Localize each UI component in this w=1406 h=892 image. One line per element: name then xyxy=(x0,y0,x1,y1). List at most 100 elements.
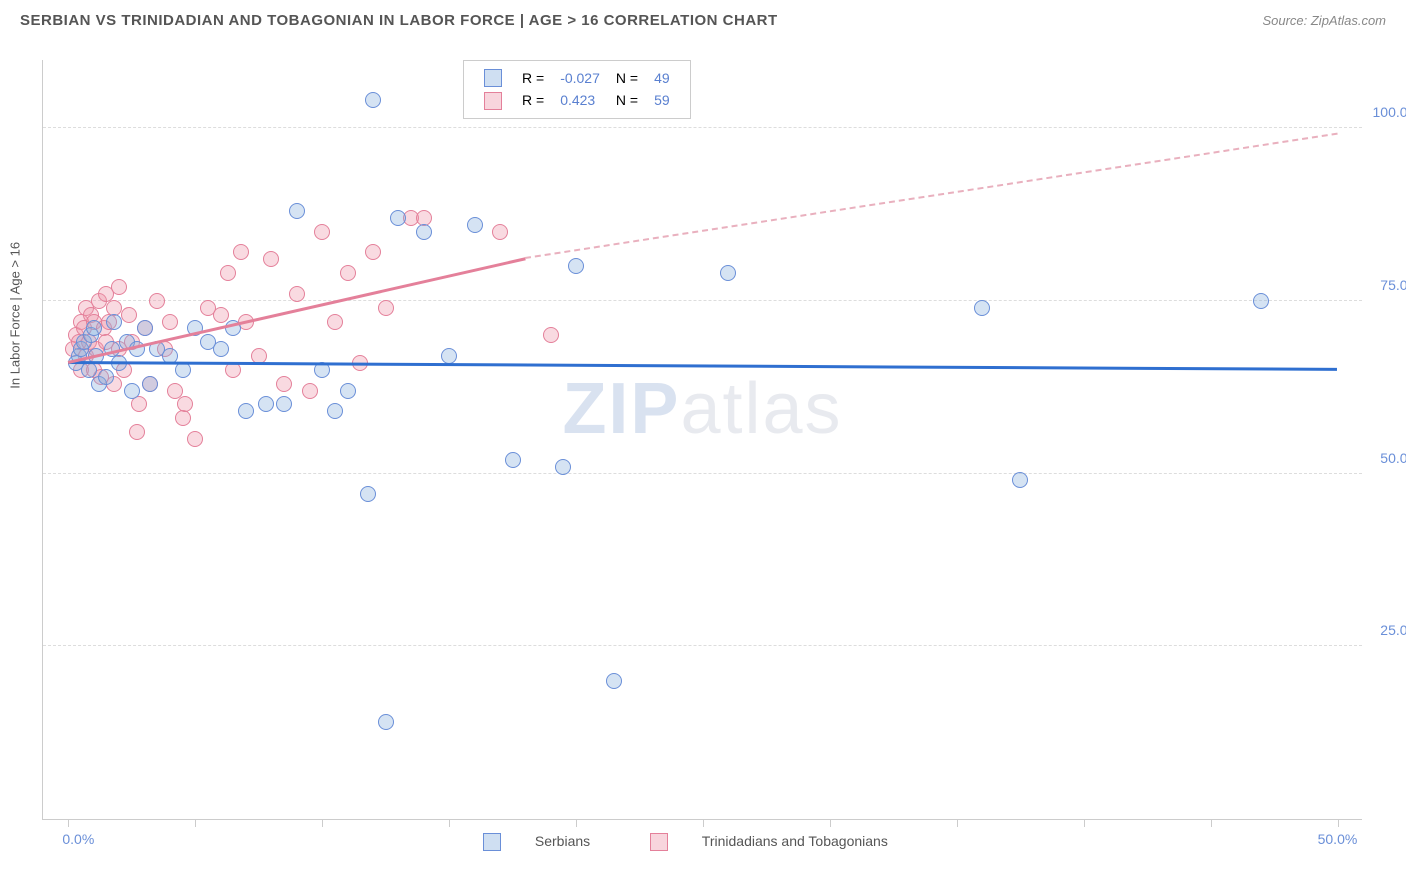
chart-title: SERBIAN VS TRINIDADIAN AND TOBAGONIAN IN… xyxy=(20,12,778,29)
n-value: 49 xyxy=(646,67,678,89)
data-point xyxy=(142,376,158,392)
data-point xyxy=(441,348,457,364)
y-tick-label: 75.0% xyxy=(1380,277,1406,293)
series-legend: Serbians Trinidadians and Tobagonians xyxy=(483,833,948,851)
legend-item: Serbians xyxy=(483,833,620,849)
gridline xyxy=(43,645,1362,646)
data-point xyxy=(124,383,140,399)
n-value: 59 xyxy=(646,89,678,111)
data-point xyxy=(86,320,102,336)
data-point xyxy=(365,244,381,260)
x-tick xyxy=(195,819,196,827)
data-point xyxy=(131,396,147,412)
data-point xyxy=(1012,472,1028,488)
data-point xyxy=(720,265,736,281)
data-point xyxy=(327,403,343,419)
x-tick-label: 50.0% xyxy=(1318,831,1358,847)
y-tick-label: 100.0% xyxy=(1373,104,1406,120)
watermark: ZIPatlas xyxy=(562,368,842,450)
data-point xyxy=(390,210,406,226)
legend-row: R =0.423N =59 xyxy=(476,89,678,111)
x-tick xyxy=(449,819,450,827)
gridline xyxy=(43,127,1362,128)
data-point xyxy=(365,92,381,108)
data-point xyxy=(289,203,305,219)
legend-swatch xyxy=(484,69,502,87)
data-point xyxy=(263,251,279,267)
n-label: N = xyxy=(608,89,646,111)
trend-line xyxy=(68,361,1337,370)
legend-row: R =-0.027N =49 xyxy=(476,67,678,89)
y-axis-title: In Labor Force | Age > 16 xyxy=(8,241,23,388)
data-point xyxy=(314,224,330,240)
x-tick xyxy=(1084,819,1085,827)
data-point xyxy=(555,459,571,475)
data-point xyxy=(149,293,165,309)
data-point xyxy=(233,244,249,260)
legend-swatch xyxy=(484,92,502,110)
n-label: N = xyxy=(608,67,646,89)
x-tick xyxy=(68,819,69,827)
data-point xyxy=(378,714,394,730)
gridline xyxy=(43,473,1362,474)
x-tick xyxy=(1338,819,1339,827)
r-label: R = xyxy=(514,67,552,89)
trend-line xyxy=(68,257,525,363)
x-tick-label: 0.0% xyxy=(62,831,94,847)
data-point xyxy=(302,383,318,399)
legend-label: Serbians xyxy=(535,833,590,849)
data-point xyxy=(974,300,990,316)
trend-line xyxy=(525,133,1338,259)
data-point xyxy=(289,286,305,302)
data-point xyxy=(416,224,432,240)
data-point xyxy=(467,217,483,233)
source-attribution: Source: ZipAtlas.com xyxy=(1262,13,1386,28)
legend-item: Trinidadians and Tobagonians xyxy=(650,833,918,849)
data-point xyxy=(340,383,356,399)
data-point xyxy=(505,452,521,468)
data-point xyxy=(81,362,97,378)
data-point xyxy=(360,486,376,502)
data-point xyxy=(606,673,622,689)
data-point xyxy=(1253,293,1269,309)
data-point xyxy=(492,224,508,240)
scatter-chart: In Labor Force | Age > 16 ZIPatlas R =-0… xyxy=(42,60,1362,820)
data-point xyxy=(238,403,254,419)
r-value: 0.423 xyxy=(552,89,608,111)
data-point xyxy=(276,396,292,412)
data-point xyxy=(177,396,193,412)
data-point xyxy=(137,320,153,336)
data-point xyxy=(106,314,122,330)
data-point xyxy=(129,424,145,440)
correlation-legend: R =-0.027N =49R =0.423N =59 xyxy=(463,60,691,119)
legend-swatch xyxy=(650,833,668,851)
legend-label: Trinidadians and Tobagonians xyxy=(702,833,888,849)
x-tick xyxy=(957,819,958,827)
y-tick-label: 50.0% xyxy=(1380,450,1406,466)
data-point xyxy=(121,307,137,323)
data-point xyxy=(568,258,584,274)
x-tick xyxy=(576,819,577,827)
data-point xyxy=(111,279,127,295)
data-point xyxy=(543,327,559,343)
data-point xyxy=(175,362,191,378)
r-value: -0.027 xyxy=(552,67,608,89)
data-point xyxy=(162,314,178,330)
data-point xyxy=(213,341,229,357)
legend-swatch xyxy=(483,833,501,851)
gridline xyxy=(43,300,1362,301)
data-point xyxy=(187,431,203,447)
y-tick-label: 25.0% xyxy=(1380,622,1406,638)
data-point xyxy=(258,396,274,412)
data-point xyxy=(327,314,343,330)
data-point xyxy=(340,265,356,281)
data-point xyxy=(276,376,292,392)
data-point xyxy=(98,369,114,385)
data-point xyxy=(167,383,183,399)
data-point xyxy=(213,307,229,323)
data-point xyxy=(175,410,191,426)
r-label: R = xyxy=(514,89,552,111)
x-tick xyxy=(1211,819,1212,827)
data-point xyxy=(378,300,394,316)
x-tick xyxy=(322,819,323,827)
